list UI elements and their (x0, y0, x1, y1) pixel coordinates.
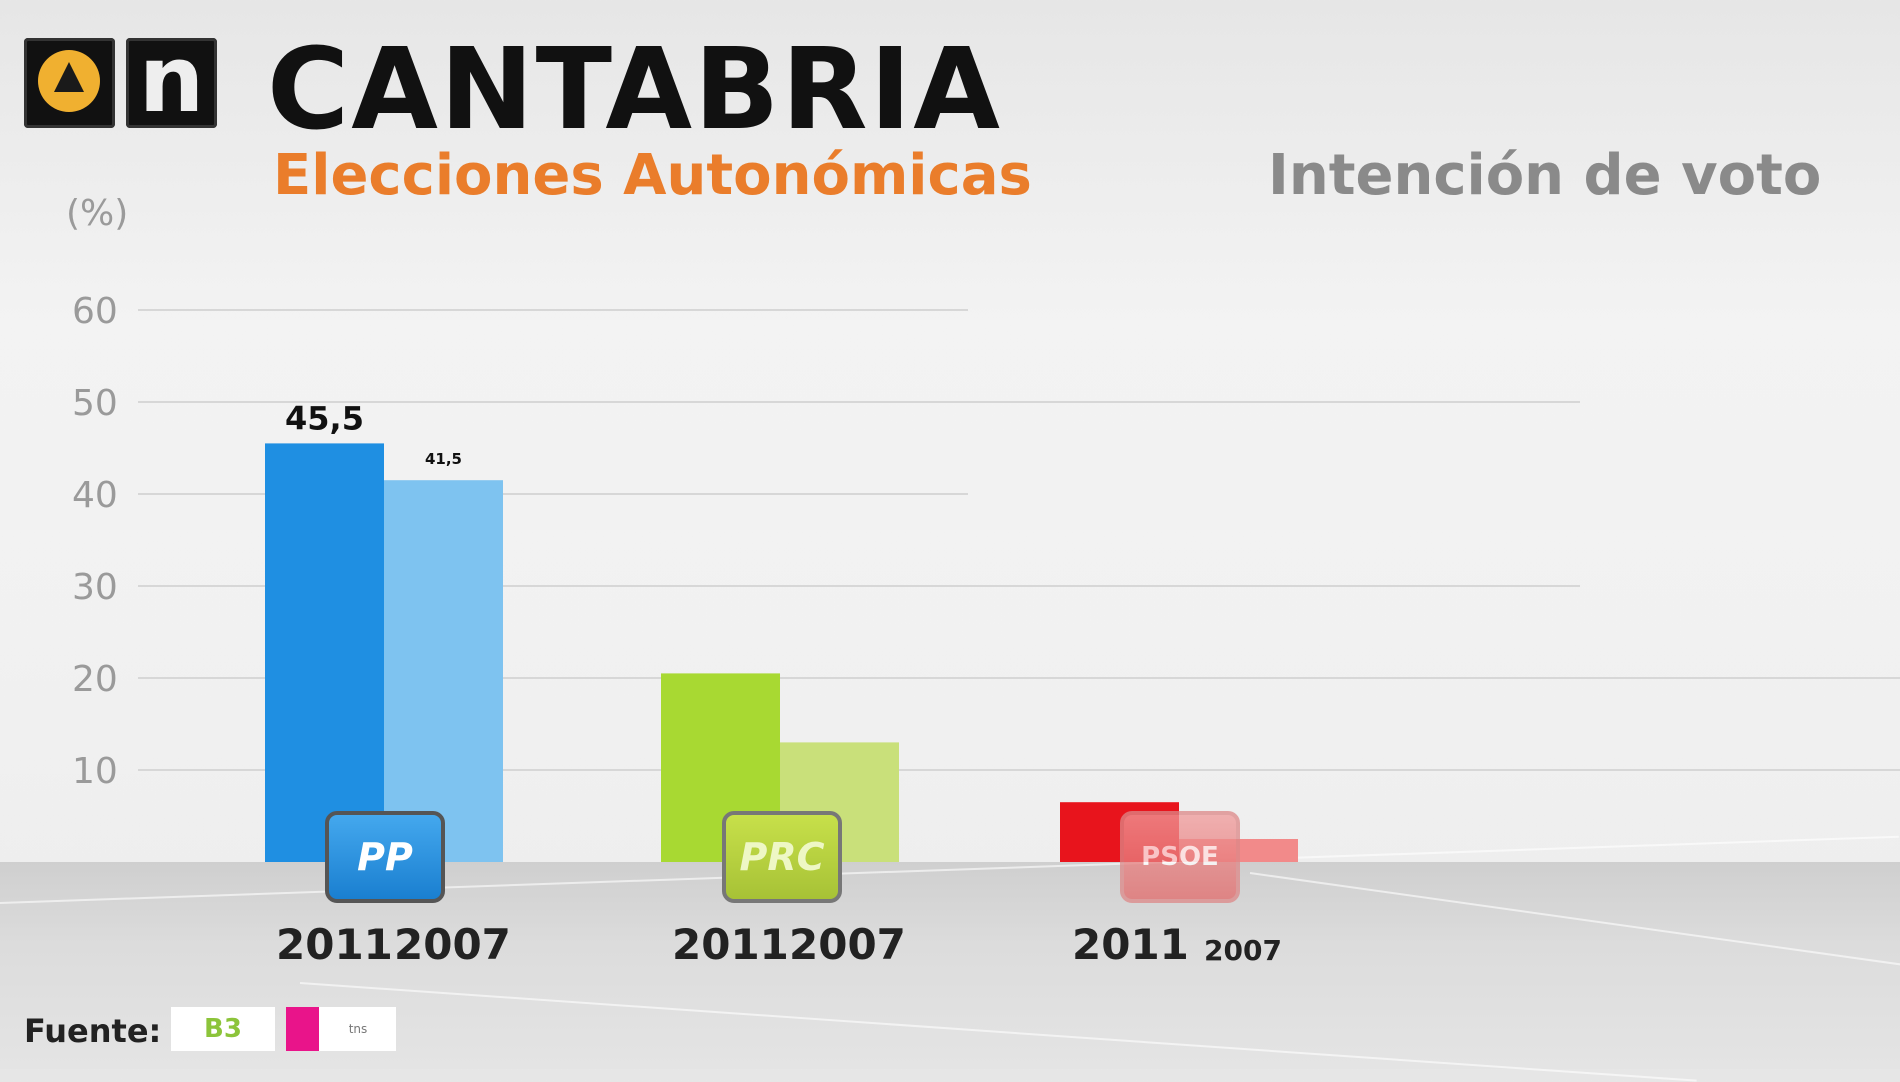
psoe-2007-label: 2007 (1204, 934, 1282, 967)
prc-party-logo-icon: PRC (722, 811, 842, 903)
prc-2007-label: 2007 (789, 920, 906, 969)
y-tick-label: 30 (72, 567, 118, 608)
pp-2007-label: 2007 (394, 920, 511, 969)
source-label: Fuente: (24, 1012, 162, 1050)
y-tick-label: 20 (72, 659, 118, 700)
b3-source-logo-icon: B3 (171, 1007, 275, 1051)
y-tick-label: 40 (72, 475, 118, 516)
pp-party-logo-icon: PP (325, 811, 445, 903)
pp-2011-label: 2011 (276, 920, 393, 969)
bar-pp-2007 (384, 480, 503, 862)
chart-type-title: Intención de voto (1268, 143, 1822, 208)
y-tick-label: 60 (72, 291, 118, 332)
tns-source-logo-icon: tns (286, 1007, 396, 1051)
y-axis-unit-label: (%) (66, 193, 128, 234)
antena3-logo-icon (24, 38, 115, 128)
data-label: 45,5 (285, 399, 364, 437)
y-tick-label: 50 (72, 383, 118, 424)
bar-pp-2011 (265, 443, 384, 862)
channel-n-logo-icon: n (126, 30, 217, 130)
y-tick-label: 10 (72, 751, 118, 792)
prc-2011-label: 2011 (672, 920, 789, 969)
data-label: 41,5 (425, 450, 462, 468)
page-subtitle: Elecciones Autonómicas (273, 143, 1032, 208)
psoe-2011-label: 2011 (1072, 920, 1189, 969)
page-title: CANTABRIA (267, 25, 1002, 155)
psoe-party-logo-icon: PSOE (1120, 811, 1240, 903)
